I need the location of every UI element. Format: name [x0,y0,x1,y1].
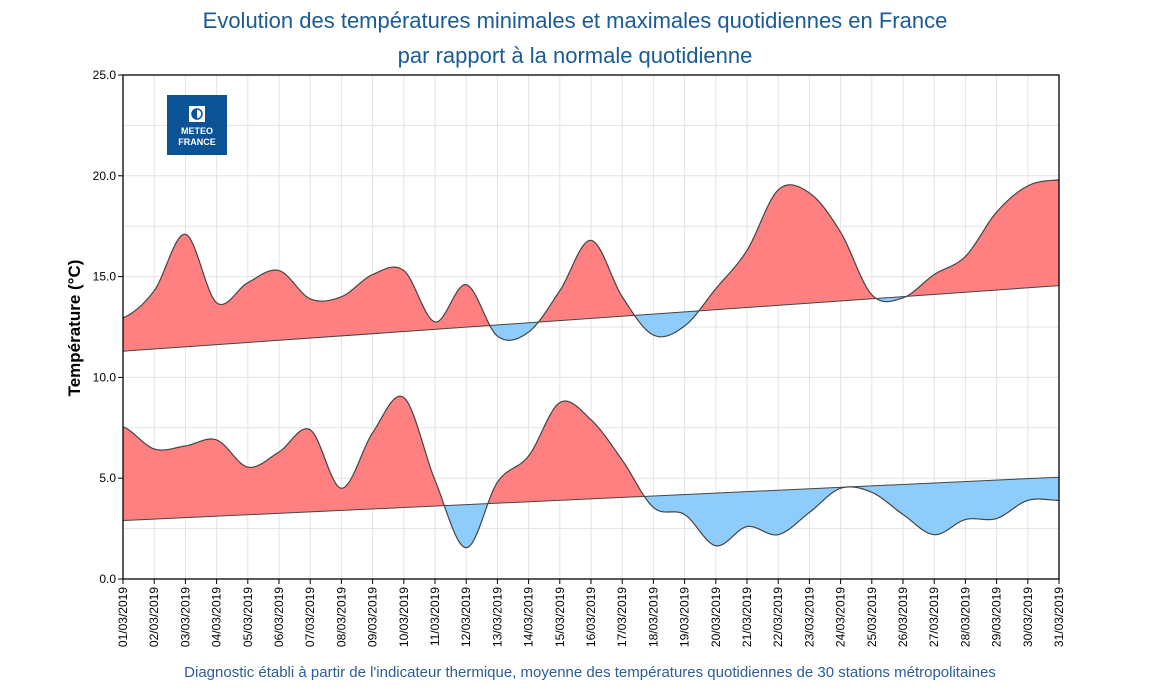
x-tick-label: 31/03/2019 [1052,587,1066,647]
chart-caption: Diagnostic établi à partir de l'indicate… [184,664,996,681]
x-tick-label: 20/03/2019 [709,587,723,647]
x-tick-label: 27/03/2019 [927,587,941,647]
x-tick-label: 13/03/2019 [490,587,504,647]
tmin-above-normal-area [123,396,1059,521]
tmax-normal-line [122,285,1060,352]
x-tick-label: 22/03/2019 [771,587,785,647]
x-tick-label: 05/03/2019 [241,587,255,647]
tmin-normal-line [122,476,1060,522]
chart-title: Evolution des températures minimales et … [202,8,948,33]
x-tick-label: 30/03/2019 [1021,587,1035,647]
x-tick-label: 18/03/2019 [646,587,660,647]
x-tick-label: 03/03/2019 [178,587,192,647]
x-tick-label: 06/03/2019 [272,587,286,647]
x-tick-label: 24/03/2019 [834,587,848,647]
tmax-line [122,179,1060,341]
x-tick-label: 10/03/2019 [397,587,411,647]
x-tick-label: 12/03/2019 [459,587,473,647]
chart-subtitle: par rapport à la normale quotidienne [397,43,753,68]
x-tick-label: 01/03/2019 [116,587,130,647]
tmin-line [122,395,1060,549]
x-tick-label: 08/03/2019 [334,587,348,647]
logo-emblem-half [192,109,197,119]
x-tick-label: 26/03/2019 [896,587,910,647]
x-tick-label: 07/03/2019 [303,587,317,647]
logo-text: FRANCE [178,137,216,147]
x-tick-label: 29/03/2019 [990,587,1004,647]
y-tick-label: 25.0 [93,68,117,82]
y-tick-label: 15.0 [93,270,117,284]
x-tick-label: 28/03/2019 [958,587,972,647]
x-tick-label: 16/03/2019 [584,587,598,647]
x-tick-label: 09/03/2019 [366,587,380,647]
x-tick-label: 19/03/2019 [678,587,692,647]
y-tick-label: 0.0 [99,572,116,586]
logo-background [167,95,227,155]
x-tick-label: 02/03/2019 [147,587,161,647]
x-tick-label: 25/03/2019 [865,587,879,647]
x-tick-label: 04/03/2019 [210,587,224,647]
x-tick-label: 17/03/2019 [615,587,629,647]
x-tick-label: 23/03/2019 [802,587,816,647]
x-tick-label: 11/03/2019 [428,587,442,646]
x-tick-label: 15/03/2019 [553,587,567,647]
y-tick-label: 5.0 [99,471,116,485]
y-tick-label: 10.0 [93,370,117,384]
tmax-above-normal-area [123,179,1059,352]
y-tick-label: 20.0 [93,169,117,183]
x-tick-label: 14/03/2019 [522,587,536,647]
x-tick-label: 21/03/2019 [740,587,754,647]
logo-text: METEO [181,126,213,136]
